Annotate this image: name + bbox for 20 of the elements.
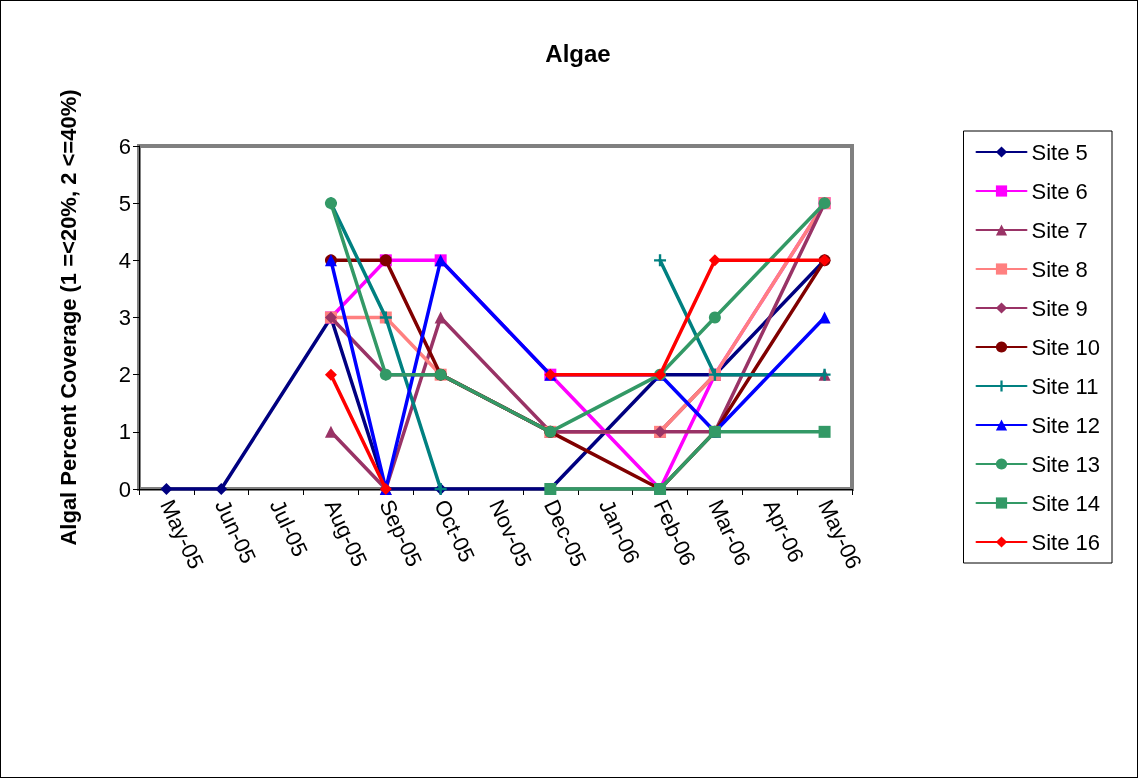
legend-label: Site 14 [1031, 490, 1101, 516]
y-tick-label: 6 [118, 133, 131, 159]
legend-label: Site 8 [1031, 256, 1088, 282]
legend-label: Site 7 [1031, 217, 1088, 243]
y-tick-label: 1 [118, 419, 131, 445]
legend-label: Site 5 [1031, 139, 1088, 165]
legend-label: Site 9 [1031, 295, 1088, 321]
legend-label: Site 13 [1031, 451, 1101, 477]
chart-title: Algae [545, 39, 611, 67]
legend-label: Site 16 [1031, 529, 1101, 555]
y-axis-title: Algal Percent Coverage (1 =<20%, 2 <=40%) [55, 89, 81, 546]
legend-label: Site 10 [1031, 334, 1101, 360]
legend-label: Site 11 [1031, 373, 1099, 399]
y-tick-label: 2 [118, 362, 131, 388]
y-tick-label: 4 [118, 247, 131, 273]
y-tick-label: 5 [118, 190, 131, 216]
legend-label: Site 12 [1031, 412, 1101, 438]
legend-label: Site 6 [1031, 178, 1088, 204]
y-tick-label: 3 [118, 305, 131, 330]
y-tick-label: 0 [118, 476, 131, 502]
